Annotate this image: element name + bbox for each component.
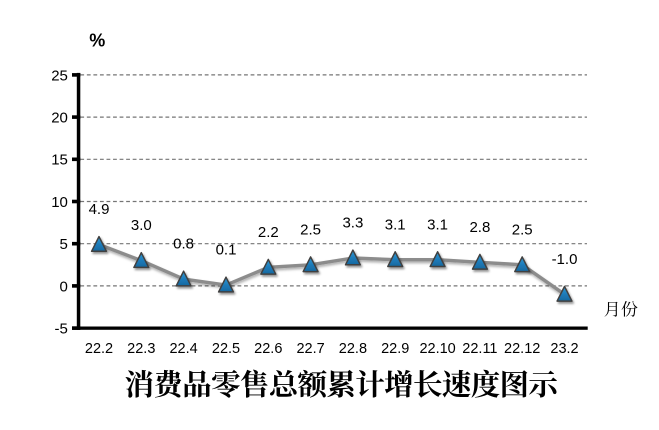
svg-text:15: 15 (51, 152, 68, 169)
svg-text:0.1: 0.1 (216, 242, 237, 259)
svg-text:3.1: 3.1 (427, 216, 448, 233)
svg-text:-1.0: -1.0 (552, 251, 578, 268)
svg-text:2.5: 2.5 (300, 221, 321, 238)
svg-text:5: 5 (60, 236, 68, 253)
svg-text:22.7: 22.7 (296, 341, 324, 357)
svg-text:23.2: 23.2 (550, 341, 578, 357)
svg-text:-5: -5 (55, 321, 68, 338)
svg-text:0: 0 (60, 278, 68, 295)
svg-text:22.8: 22.8 (339, 341, 367, 357)
svg-text:22.12: 22.12 (504, 341, 540, 357)
svg-text:22.2: 22.2 (85, 341, 113, 357)
svg-text:3.1: 3.1 (385, 216, 406, 233)
svg-text:2.2: 2.2 (258, 224, 279, 241)
svg-text:2.8: 2.8 (469, 219, 490, 236)
svg-text:22.11: 22.11 (462, 341, 497, 357)
svg-text:4.9: 4.9 (89, 201, 110, 218)
svg-text:22.9: 22.9 (381, 341, 409, 357)
svg-text:22.3: 22.3 (127, 341, 155, 357)
svg-text:2.5: 2.5 (512, 221, 533, 238)
svg-text:20: 20 (51, 110, 68, 127)
svg-text:0.8: 0.8 (173, 236, 194, 253)
svg-text:%: % (89, 31, 105, 51)
svg-text:3.3: 3.3 (342, 215, 363, 232)
svg-text:22.5: 22.5 (212, 341, 240, 357)
svg-text:22.10: 22.10 (419, 341, 455, 357)
svg-text:22.4: 22.4 (169, 341, 197, 357)
svg-text:10: 10 (51, 194, 68, 211)
svg-text:22.6: 22.6 (254, 341, 282, 357)
svg-text:25: 25 (51, 67, 68, 84)
svg-text:3.0: 3.0 (131, 217, 152, 234)
